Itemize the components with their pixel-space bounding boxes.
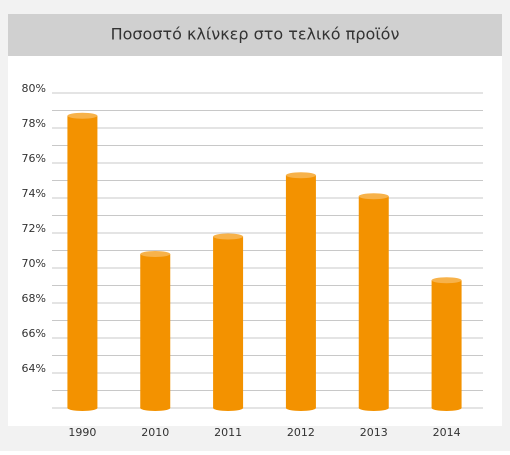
bar [431, 277, 462, 411]
x-tick-label: 1990 [68, 426, 96, 439]
bar-body [140, 254, 171, 408]
bar [358, 193, 389, 411]
y-tick-label: 66% [22, 327, 46, 340]
x-tick-label: 2010 [141, 426, 169, 439]
y-tick-label: 74% [22, 187, 46, 200]
bar [140, 251, 171, 411]
bar-body [67, 115, 98, 408]
header [8, 14, 502, 56]
bar-top [285, 172, 316, 179]
bar [285, 172, 316, 411]
bar-top [140, 251, 171, 257]
bar [213, 233, 244, 411]
bar-body [358, 196, 389, 408]
y-tick-label: 76% [22, 152, 46, 165]
y-tick-label: 68% [22, 292, 46, 305]
bar [67, 112, 98, 411]
bar-top [431, 277, 462, 284]
bar-body [213, 236, 244, 408]
bar-top [358, 193, 389, 200]
chart-title: Ποσοστό κλίνκερ στο τελικό προϊόν [111, 25, 400, 44]
bar-top [67, 112, 98, 119]
bar-top [213, 233, 244, 240]
x-tick-label: 2013 [360, 426, 388, 439]
x-tick-label: 2012 [287, 426, 315, 439]
y-tick-label: 78% [22, 117, 46, 130]
y-tick-label: 70% [22, 257, 46, 270]
x-tick-label: 2011 [214, 426, 242, 439]
bar-body [285, 175, 316, 408]
y-tick-label: 72% [22, 222, 46, 235]
bar-body [431, 280, 462, 408]
y-tick-label: 64% [22, 362, 46, 375]
x-tick-label: 2014 [433, 426, 461, 439]
y-tick-label: 80% [22, 82, 46, 95]
